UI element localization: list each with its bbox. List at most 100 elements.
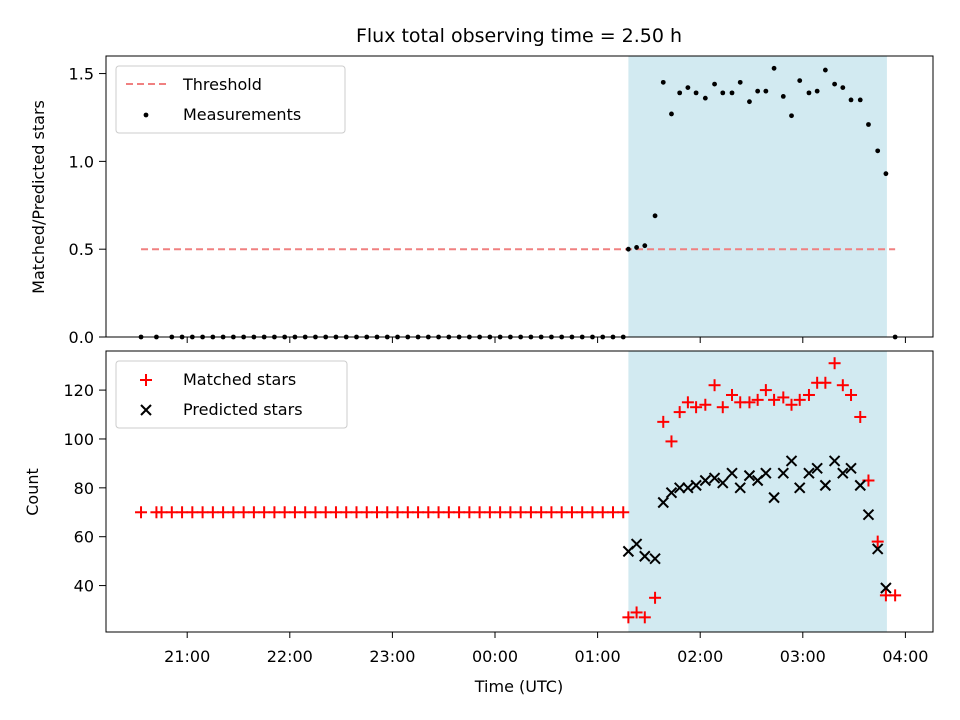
- predicted-star-point: [854, 479, 866, 492]
- predicted-star-point: [657, 496, 669, 509]
- x-tick-label: 02:00: [677, 647, 723, 666]
- predicted-star-point: [726, 467, 738, 479]
- measurements-legend-label: Measurements: [183, 105, 301, 124]
- matched-star-point: [889, 589, 902, 602]
- matched-star-point: [268, 506, 281, 519]
- predicted-star-point: [803, 467, 815, 479]
- matched-star-point: [165, 506, 178, 519]
- predicted-star-point: [777, 467, 790, 479]
- top-observing-window: [628, 56, 887, 337]
- matched-star-point: [673, 406, 686, 419]
- measurement-point: [702, 95, 708, 101]
- matched-star-point: [504, 506, 517, 519]
- bottom-y-tick-label: 60: [74, 528, 94, 547]
- measurement-point: [720, 90, 726, 96]
- predicted-star-point: [785, 455, 798, 467]
- matched-star-point: [708, 379, 721, 392]
- top-y-tick-label: 1.5: [69, 65, 94, 84]
- top-axes-frame: [105, 55, 934, 338]
- measurement-point: [625, 246, 631, 252]
- matched-star-point: [206, 506, 219, 519]
- matched-star-point: [596, 506, 609, 519]
- matched-star-point: [494, 506, 507, 519]
- matched-star-point: [690, 401, 703, 414]
- top-x-ticks: [186, 337, 906, 343]
- matched-star-point: [412, 506, 425, 519]
- measurement-point: [848, 97, 854, 103]
- matched-star-point: [638, 611, 651, 624]
- matched-star-point: [545, 506, 558, 519]
- matched-star-point: [329, 506, 342, 519]
- measurement-point: [771, 65, 777, 71]
- top-y-tick-label: 0.0: [69, 328, 94, 347]
- predicted-star-point: [734, 482, 746, 494]
- predicted-star-point: [828, 455, 841, 467]
- predicted-star-point: [699, 474, 712, 487]
- matched-star-point: [759, 384, 772, 397]
- matched-star-point: [186, 506, 199, 519]
- predicted-star-point: [690, 479, 702, 492]
- top-legend: Threshold Measurements: [115, 65, 346, 134]
- bottom-y-axis-label: Count: [23, 468, 42, 516]
- matched-star-point: [665, 435, 678, 448]
- matched-star-point: [247, 506, 260, 519]
- predicted-star-point: [665, 487, 678, 499]
- bottom-observing-window: [628, 351, 887, 632]
- measurement-point: [693, 90, 699, 96]
- bottom-x-ticks: 21:00 22:00 23:00 00:00 01:00 02:00 03:00 04:00: [164, 632, 928, 666]
- predicted-legend-swatch: [140, 404, 152, 416]
- matched-star-point: [350, 506, 363, 519]
- measurement-point: [875, 148, 881, 154]
- predicted-star-point: [880, 582, 892, 594]
- matched-star-point: [299, 506, 312, 519]
- matched-star-point: [453, 506, 466, 519]
- predicted-star-point: [673, 482, 686, 494]
- predicted-legend-label: Predicted stars: [183, 400, 303, 419]
- matched-star-point: [576, 506, 589, 519]
- matched-star-point: [606, 506, 619, 519]
- top-y-tick-label: 1.0: [69, 152, 94, 171]
- matched-star-point: [463, 506, 476, 519]
- predicted-star-point: [871, 543, 884, 555]
- measurement-point: [822, 67, 828, 73]
- matched-star-point: [785, 398, 798, 411]
- matched-star-point: [854, 410, 867, 423]
- predicted-star-point: [649, 552, 661, 565]
- measurement-point: [857, 97, 863, 103]
- predicted-star-point: [717, 477, 729, 489]
- matched-legend-label: Matched stars: [183, 370, 296, 389]
- x-tick-label: 04:00: [882, 647, 928, 666]
- matched-star-point: [381, 506, 394, 519]
- matched-star-point: [681, 396, 694, 409]
- bottom-legend: Matched stars Predicted stars: [115, 360, 348, 429]
- predicted-star-point: [794, 482, 806, 494]
- matched-star-point: [565, 506, 578, 519]
- matched-star-point: [751, 393, 764, 406]
- matched-star-point: [473, 506, 486, 519]
- x-tick-label: 22:00: [267, 647, 313, 666]
- measurement-point: [832, 81, 838, 87]
- matched-star-point: [483, 506, 496, 519]
- matched-star-point: [217, 506, 230, 519]
- matched-star-point: [155, 506, 168, 519]
- matched-star-point: [793, 393, 806, 406]
- predicted-star-point: [630, 538, 643, 550]
- measurement-point: [652, 213, 658, 219]
- matched-star-point: [871, 535, 884, 548]
- top-y-ticks: 0.0 0.5 1.0 1.5: [69, 65, 106, 347]
- matched-star-point: [422, 506, 435, 519]
- measurement-point: [747, 99, 752, 105]
- matched-star-point: [319, 506, 332, 519]
- top-y-axis-label: Matched/Predicted stars: [29, 100, 48, 294]
- matched-star-point: [391, 506, 404, 519]
- matched-star-point: [699, 398, 712, 411]
- predicted-star-point: [760, 467, 772, 479]
- matched-star-point: [514, 506, 527, 519]
- measurement-point: [806, 90, 812, 96]
- threshold-legend-label: Threshold: [182, 75, 262, 94]
- matched-star-point: [288, 506, 301, 519]
- matched-star-point: [768, 393, 781, 406]
- measurement-point: [763, 88, 769, 94]
- matched-star-point: [535, 506, 548, 519]
